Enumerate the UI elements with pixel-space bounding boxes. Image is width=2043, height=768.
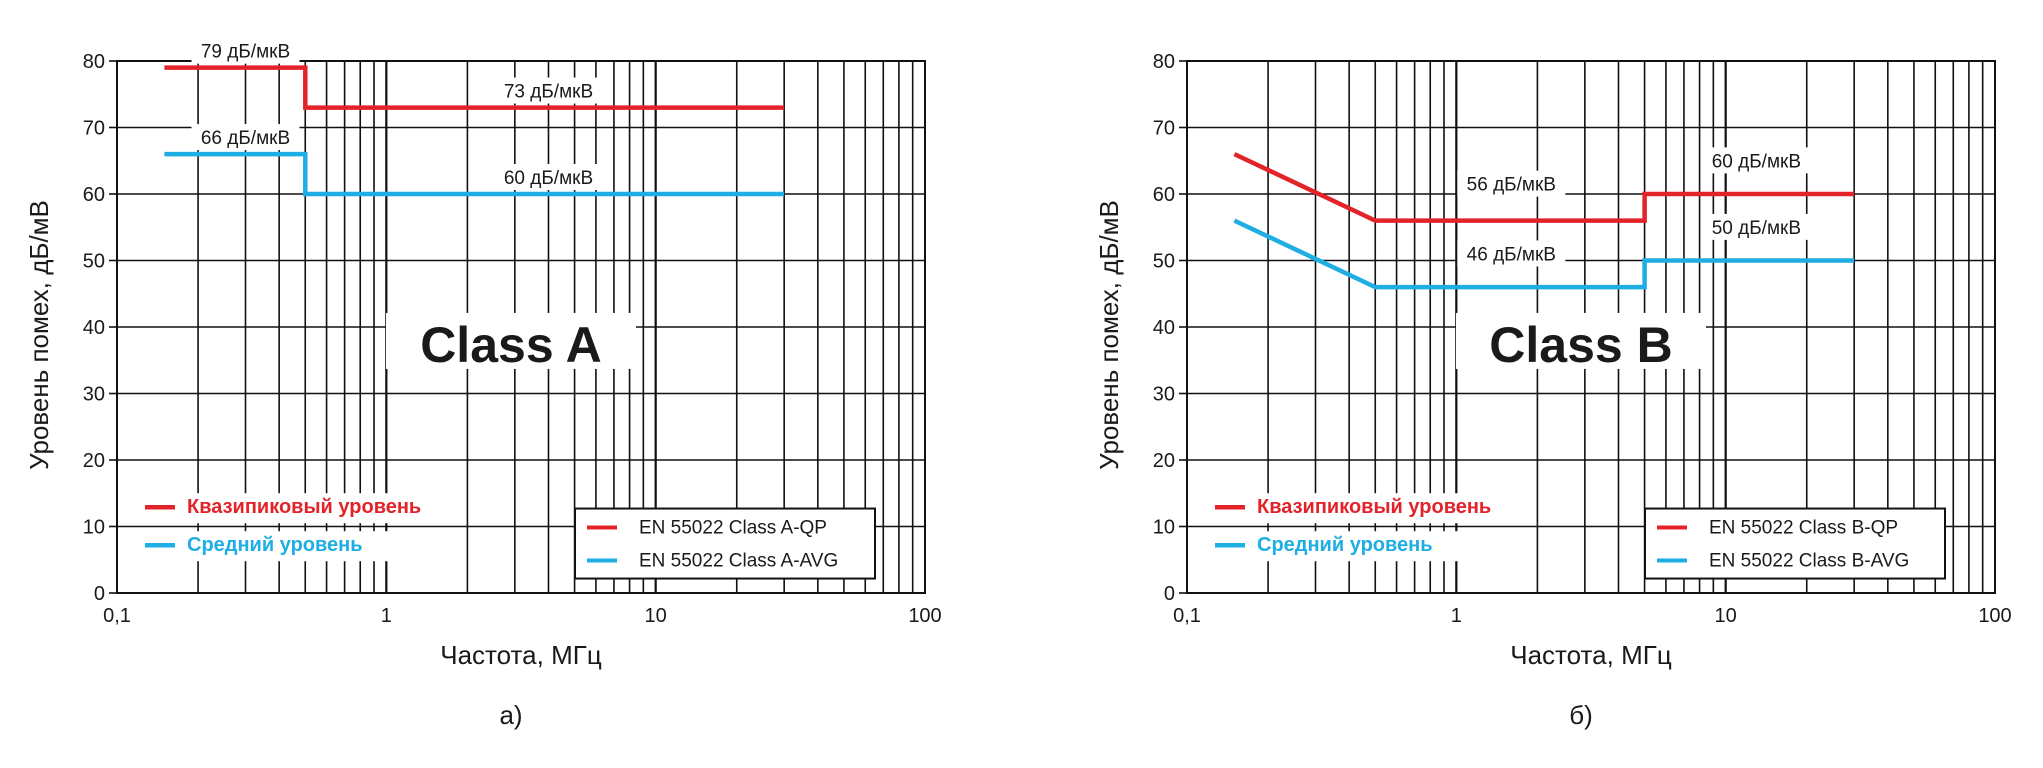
y-tick-label: 80	[83, 51, 105, 73]
chart-class-a: 0 10 20 30 40 50 60 70 80 0,1 1 10 100 Частота, МГц Ур…	[24, 37, 942, 730]
x-tick-label: 10	[1715, 605, 1737, 627]
title-backing	[386, 312, 636, 369]
y-tick-label: 10	[1153, 517, 1175, 539]
legend-label: EN 55022 Class A-AVG	[639, 551, 838, 572]
y-tick-label: 80	[1153, 51, 1175, 73]
legend-label: EN 55022 Class B-AVG	[1709, 551, 1909, 572]
legend-left-backing	[139, 493, 449, 524]
x-tick-label: 0,1	[103, 605, 131, 627]
y-axis-title: Уровень помех, дБ/мВ	[1094, 200, 1124, 470]
panel-caption: б)	[1569, 700, 1593, 730]
y-tick-label: 60	[1153, 184, 1175, 206]
annotation-backing	[191, 37, 300, 64]
value-annotation: 50 дБ/мкВ	[1712, 218, 1801, 239]
legend-box	[1644, 507, 1946, 580]
series-line-avg	[1233, 218, 1855, 290]
chart-panel-class-b: 0 10 20 30 40 50 60 70 80 0,1 1 10 100 Частота, МГц Ур…	[1070, 0, 2043, 768]
chart-class-b: 0 10 20 30 40 50 60 70 80 0,1 1 10 100 Частота, МГц Ур…	[1094, 51, 2012, 730]
annotation-backing	[1457, 240, 1566, 267]
annotation-backing	[494, 77, 603, 104]
x-tick-label: 0,1	[1173, 605, 1201, 627]
series-line-qp	[164, 65, 785, 110]
y-tick-label: 0	[1164, 583, 1175, 605]
annotation-backing	[191, 124, 300, 151]
chart-title: Class A	[420, 317, 602, 373]
x-axis-title: Частота, МГц	[1510, 640, 1672, 670]
y-tick-label: 30	[83, 384, 105, 406]
y-tick-label: 40	[1153, 317, 1175, 339]
annotation-backing	[1702, 147, 1811, 174]
legend-left-backing	[1209, 531, 1519, 562]
chart-panel-class-a: 0 10 20 30 40 50 60 70 80 0,1 1 10 100 Частота, МГц Ур…	[0, 0, 1000, 768]
y-tick-label: 20	[1153, 450, 1175, 472]
y-tick-label: 60	[83, 184, 105, 206]
y-axis-title: Уровень помех, дБ/мВ	[24, 200, 54, 470]
y-tick-label: 30	[1153, 384, 1175, 406]
legend-left-label: Квазипиковый уровень	[187, 496, 421, 518]
legend-left-backing	[139, 531, 449, 562]
value-annotation: 60 дБ/мкВ	[1712, 151, 1801, 172]
legend-left-backing	[1209, 493, 1519, 524]
legend-left-label: Средний уровень	[187, 534, 363, 556]
legend-label: EN 55022 Class A-QP	[639, 518, 827, 539]
y-tick-label: 20	[83, 450, 105, 472]
y-tick-label: 0	[94, 583, 105, 605]
title-backing	[1456, 312, 1706, 369]
legend-left-label: Средний уровень	[1257, 534, 1433, 556]
legend-left-label: Квазипиковый уровень	[1257, 496, 1491, 518]
value-annotation: 56 дБ/мкВ	[1467, 175, 1556, 196]
x-tick-label: 100	[1978, 605, 2011, 627]
value-annotation: 46 дБ/мкВ	[1467, 244, 1556, 265]
y-tick-label: 70	[83, 118, 105, 140]
y-tick-label: 50	[83, 251, 105, 273]
annotation-backing	[494, 164, 603, 190]
panel-caption: а)	[499, 700, 522, 730]
value-annotation: 60 дБ/мкВ	[504, 168, 593, 189]
x-tick-label: 1	[1451, 605, 1462, 627]
y-tick-label: 50	[1153, 251, 1175, 273]
legend-box	[574, 507, 876, 580]
series-line-qp	[1233, 152, 1855, 223]
x-tick-label: 1	[381, 605, 392, 627]
annotation-backing	[1702, 213, 1811, 240]
series-line-avg	[164, 151, 785, 197]
y-tick-label: 70	[1153, 118, 1175, 140]
chart-title: Class B	[1489, 317, 1672, 373]
x-tick-label: 10	[645, 605, 667, 627]
value-annotation: 66 дБ/мкВ	[201, 128, 290, 149]
value-annotation: 79 дБ/мкВ	[201, 42, 290, 63]
y-tick-label: 10	[83, 517, 105, 539]
legend-label: EN 55022 Class B-QP	[1709, 518, 1898, 539]
y-tick-label: 40	[83, 317, 105, 339]
value-annotation: 73 дБ/мкВ	[504, 82, 593, 103]
annotation-backing	[1457, 170, 1566, 197]
x-tick-label: 100	[908, 605, 941, 627]
x-axis-title: Частота, МГц	[440, 640, 602, 670]
